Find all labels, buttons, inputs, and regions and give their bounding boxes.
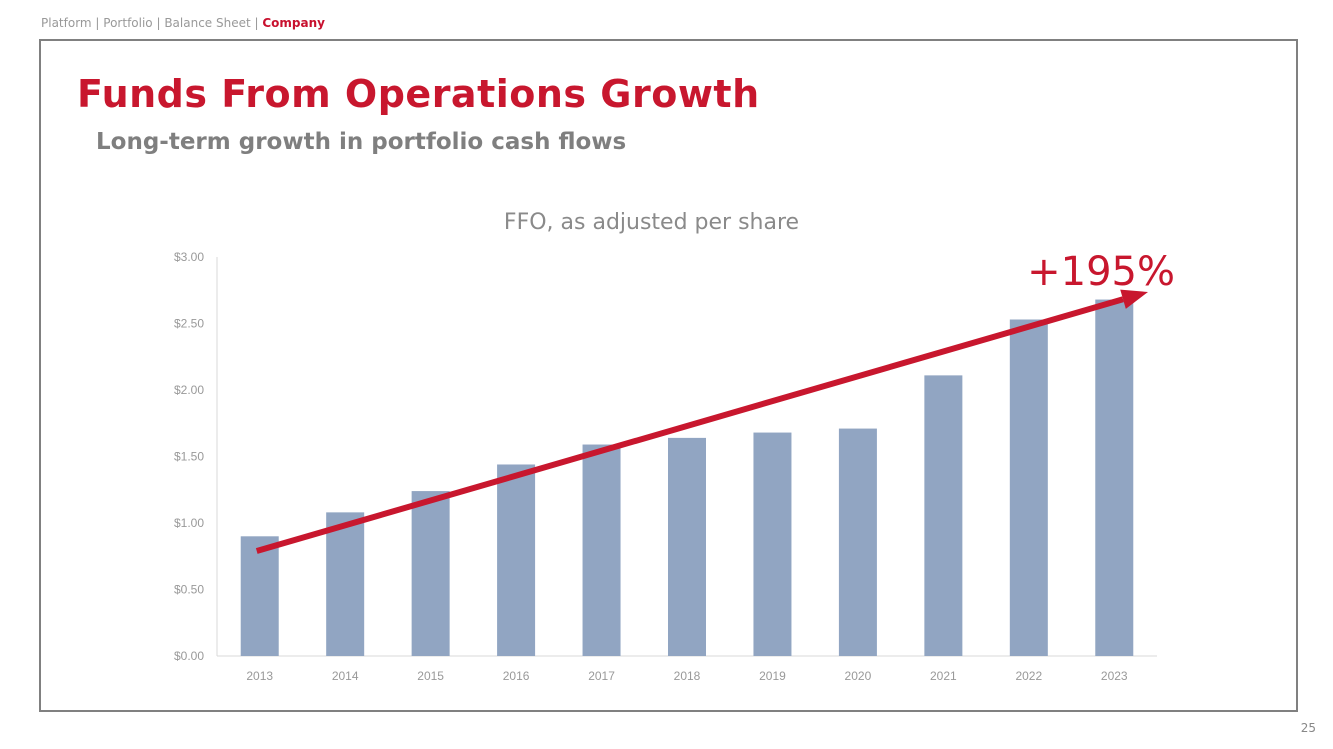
bar-2023 [1095,299,1134,656]
x-tick-label: 2023 [1101,669,1128,683]
breadcrumb-item[interactable]: Portfolio [103,16,153,30]
page-subtitle: Long-term growth in portfolio cash flows [96,129,627,155]
breadcrumb-item[interactable]: Balance Sheet [164,16,251,30]
y-tick-label: $0.50 [174,583,204,597]
x-tick-label: 2013 [246,669,273,683]
bar-2017 [582,444,621,656]
bar-2016 [497,464,536,656]
x-tick-label: 2018 [674,669,701,683]
y-tick-label: $3.00 [174,250,204,264]
x-tick-label: 2016 [503,669,530,683]
bar-2021 [924,375,963,656]
breadcrumb-item-active[interactable]: Company [262,16,325,30]
x-tick-label: 2022 [1015,669,1042,683]
x-tick-label: 2021 [930,669,957,683]
bar-2014 [326,512,365,656]
separator: | [152,16,165,30]
bar-2019 [753,432,792,656]
chart-title: FFO, as adjusted per share [503,210,800,235]
y-tick-label: $2.00 [174,383,204,397]
y-tick-label: $1.50 [174,450,204,464]
breadcrumb: Platform | Portfolio | Balance Sheet | C… [41,16,325,30]
breadcrumb-item[interactable]: Platform [41,16,92,30]
separator: | [91,16,104,30]
bar-2022 [1009,319,1048,656]
growth-annotation: +195% [1027,249,1175,295]
bar-2020 [838,428,877,656]
page-number: 25 [1300,721,1316,735]
x-tick-label: 2020 [845,669,872,683]
slide-frame [39,39,1298,712]
y-tick-label: $0.00 [174,649,204,663]
bar-2018 [668,437,706,656]
page-title: Funds From Operations Growth [77,72,760,116]
separator: | [250,16,263,30]
growth-arrow-line [255,296,1124,554]
bar-2015 [411,491,450,656]
x-tick-label: 2014 [332,669,359,683]
y-tick-label: $2.50 [174,317,204,331]
x-tick-label: 2015 [417,669,444,683]
x-tick-label: 2017 [588,669,615,683]
x-tick-label: 2019 [759,669,786,683]
growth-arrow-head [1120,289,1148,309]
bar-2013 [240,536,279,656]
y-tick-label: $1.00 [174,516,204,530]
